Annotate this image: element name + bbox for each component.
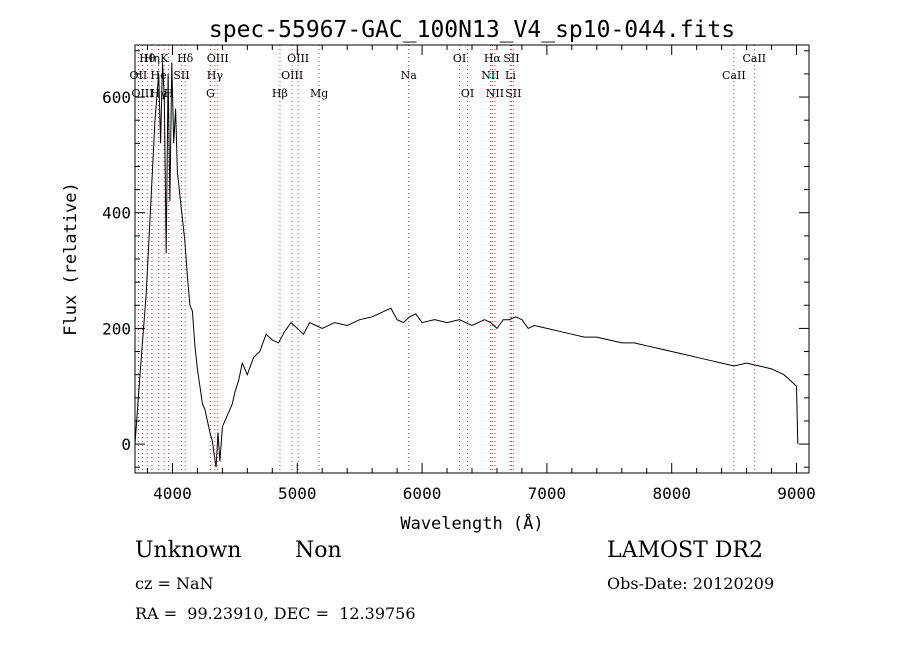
survey-name: LAMOST DR2 bbox=[607, 538, 763, 563]
line-label: Na bbox=[401, 69, 418, 82]
axis-ticks bbox=[135, 45, 809, 473]
line-label: SII bbox=[505, 87, 521, 100]
x-tick-label: 8000 bbox=[652, 484, 691, 503]
redshift-cz: cz = NaN bbox=[135, 574, 214, 593]
y-tick-label: 200 bbox=[102, 319, 131, 338]
y-tick-label: 600 bbox=[102, 88, 131, 107]
line-label: Li bbox=[505, 69, 516, 82]
line-label: Hη bbox=[144, 52, 160, 65]
line-label: OIII bbox=[287, 52, 309, 65]
line-label: OI bbox=[453, 52, 466, 65]
ra-dec-coordinates: RA = 99.23910, DEC = 12.39756 bbox=[135, 604, 416, 623]
line-label: K bbox=[160, 52, 169, 65]
line-label: OI bbox=[461, 87, 474, 100]
y-axis-label: Flux (relative) bbox=[61, 182, 81, 336]
line-label: Hδ bbox=[177, 52, 194, 65]
line-label: G bbox=[206, 87, 215, 100]
x-tick-label: 4000 bbox=[153, 484, 192, 503]
line-label: Mg bbox=[310, 87, 328, 100]
x-axis-label: Wavelength (Å) bbox=[400, 512, 543, 534]
axis-tick-labels: 4000 5000 6000 7000 8000 9000 0 200 400 600 bbox=[102, 88, 816, 503]
line-label: CaII bbox=[742, 52, 766, 65]
object-subclass: Non bbox=[295, 538, 342, 563]
x-tick-label: 9000 bbox=[777, 484, 816, 503]
emission-line-markers bbox=[137, 45, 755, 473]
plot-frame bbox=[134, 44, 810, 474]
line-label: OIII bbox=[281, 69, 303, 82]
x-tick-label: 5000 bbox=[278, 484, 317, 503]
line-label: NII bbox=[486, 87, 504, 100]
line-label: Hθ bbox=[139, 52, 156, 65]
y-tick-label: 0 bbox=[121, 435, 131, 454]
line-label: SII bbox=[503, 52, 519, 65]
line-label: NII bbox=[481, 69, 499, 82]
x-tick-label: 6000 bbox=[403, 484, 442, 503]
line-label: Hγ bbox=[207, 69, 224, 82]
spectrum-line bbox=[134, 62, 799, 468]
line-label: Hα bbox=[484, 52, 502, 65]
line-label: Hβ bbox=[272, 87, 288, 100]
observation-date: Obs-Date: 20120209 bbox=[607, 574, 775, 593]
line-label: CaII bbox=[722, 69, 746, 82]
line-label: OII bbox=[130, 69, 148, 82]
line-label: OIII bbox=[207, 52, 229, 65]
line-label: SII bbox=[173, 69, 189, 82]
x-tick-label: 7000 bbox=[528, 484, 567, 503]
object-class: Unknown bbox=[135, 538, 242, 563]
y-tick-label: 400 bbox=[102, 204, 131, 223]
chart-title: spec-55967-GAC_100N13_V4_sp10-044.fits bbox=[209, 17, 735, 43]
